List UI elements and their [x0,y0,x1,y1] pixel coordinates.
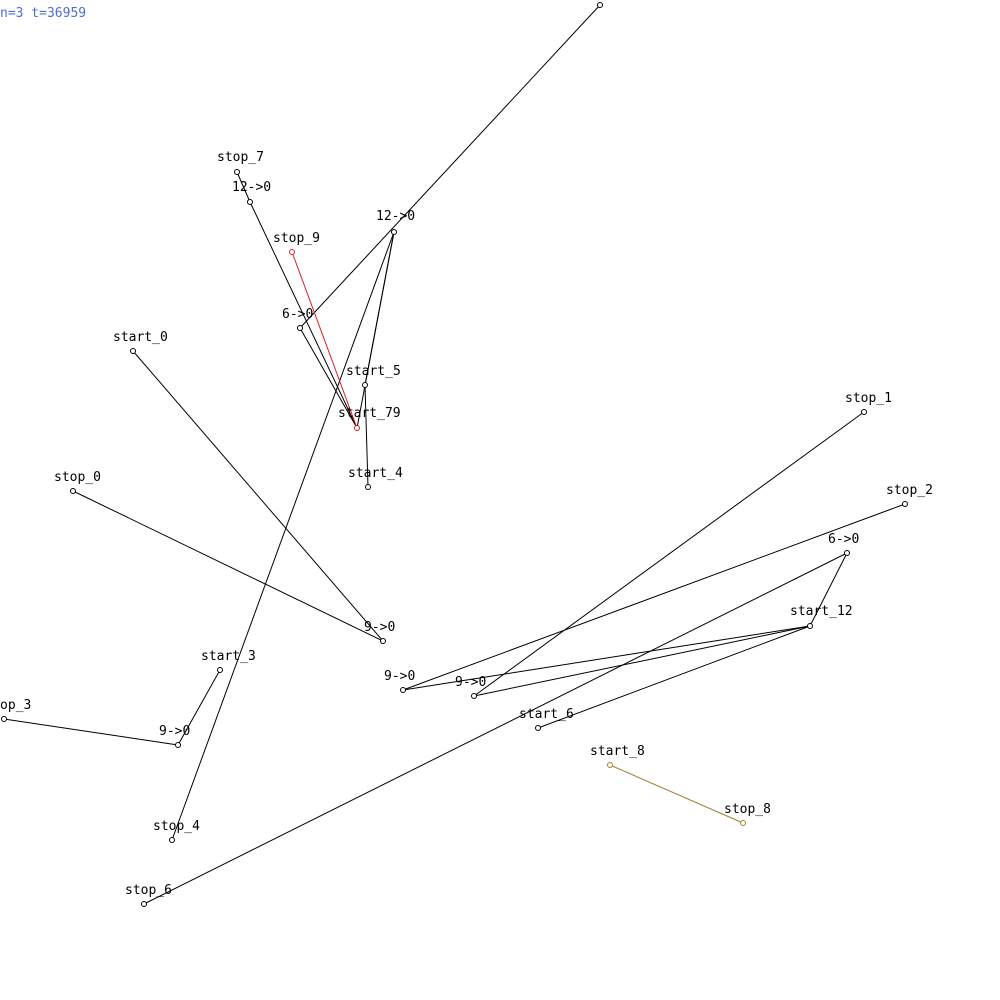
node [70,488,76,494]
node [597,2,603,8]
node [169,837,175,843]
edge [143,552,848,905]
nodes [1,2,908,907]
label-start-12: start_12 [790,604,853,619]
label-12-0-b: 12->0 [376,209,415,224]
label-start-79: start_79 [338,406,401,421]
label-stop-0: stop_0 [54,470,101,485]
label-6-0-b: 6->0 [828,532,859,547]
label-stop-7: stop_7 [217,150,264,165]
node-labels: stop_7 12->0 12->0 stop_9 6->0 start_0 s… [0,150,933,898]
edge [132,350,384,642]
edge [473,625,811,697]
node [844,550,850,556]
edge [537,625,811,729]
label-9-0-c: 9->0 [455,675,486,690]
label-start-6: start_6 [519,707,574,722]
label-stop-8: stop_8 [724,802,771,817]
edge [236,171,251,203]
status-readout: n=3 t=36959 [0,6,87,21]
label-stop-9: stop_9 [273,231,320,246]
node [289,249,295,255]
node [141,901,147,907]
node [471,693,477,699]
node [130,348,136,354]
node [380,638,386,644]
label-start-8: start_8 [590,744,645,759]
label-12-0-a: 12->0 [232,180,271,195]
label-stop-2: stop_2 [886,483,933,498]
node [217,667,223,673]
label-9-0-a: 9->0 [364,620,395,635]
node [354,425,360,431]
label-9-0-b: 9->0 [384,669,415,684]
node [365,484,371,490]
label-start-5: start_5 [346,364,401,379]
label-stop-3: op_3 [0,698,31,713]
label-stop-4: stop_4 [153,819,200,834]
node [1,716,7,722]
node [362,382,368,388]
edge [364,384,369,488]
label-start-4: start_4 [348,466,403,481]
label-9-0-d: 9->0 [159,724,190,739]
node [247,199,253,205]
node [807,623,813,629]
node [607,762,613,768]
node [234,169,240,175]
edge [364,231,395,386]
edges [3,4,906,905]
node [297,325,303,331]
edge [809,552,848,627]
label-start-0: start_0 [113,330,168,345]
label-stop-1: stop_1 [845,391,892,406]
node [861,409,867,415]
edge [72,490,384,642]
edge [402,503,906,691]
edge-highlight-olive [609,764,744,824]
edge [177,669,221,746]
edge [299,327,358,429]
label-6-0-a: 6->0 [282,307,313,322]
node [902,501,908,507]
node [740,820,746,826]
edge [171,231,395,841]
label-start-3: start_3 [201,649,256,664]
node [175,742,181,748]
label-stop-6: stop_6 [125,883,172,898]
edge [3,718,179,746]
edge [299,4,601,329]
edge [249,201,358,429]
edge-highlight-red [291,251,358,429]
node [391,229,397,235]
edge [473,411,865,697]
node [400,687,406,693]
edge [402,625,811,691]
node [535,725,541,731]
